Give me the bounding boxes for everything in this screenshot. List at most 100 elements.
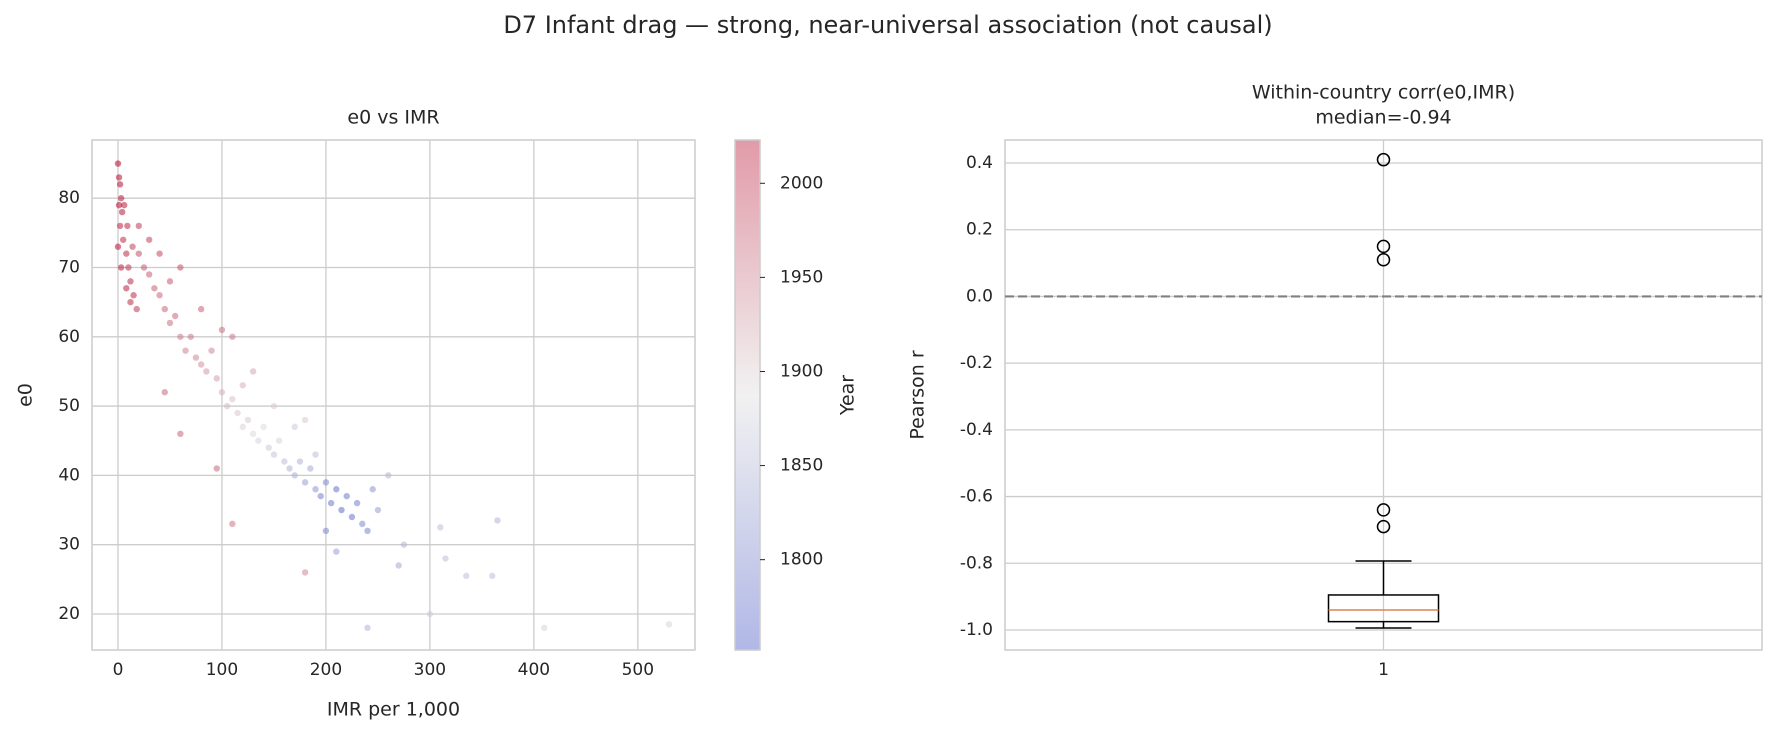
point bbox=[135, 250, 142, 257]
y-tick-label: 60 bbox=[58, 327, 80, 347]
x-tick-label: 400 bbox=[518, 660, 550, 680]
outlier bbox=[1376, 503, 1391, 517]
point bbox=[275, 437, 283, 444]
colorbar-tick-label: 2000 bbox=[780, 173, 823, 193]
outlier bbox=[1376, 252, 1391, 267]
y-tick-label: 20 bbox=[58, 604, 80, 624]
point bbox=[239, 382, 246, 389]
point bbox=[400, 541, 408, 548]
point bbox=[118, 208, 126, 216]
point bbox=[348, 513, 356, 521]
point bbox=[197, 305, 205, 313]
point bbox=[177, 333, 184, 340]
point bbox=[301, 569, 309, 576]
outlier bbox=[1376, 152, 1391, 167]
point bbox=[119, 236, 127, 243]
point bbox=[265, 444, 272, 451]
point bbox=[192, 354, 200, 361]
point bbox=[213, 375, 220, 382]
y-axis-label: Pearson r bbox=[907, 350, 929, 440]
point bbox=[312, 486, 319, 493]
axes-frame bbox=[91, 139, 696, 651]
point bbox=[133, 305, 140, 313]
x-tick-label: 0 bbox=[113, 660, 124, 680]
point bbox=[286, 465, 293, 472]
point bbox=[121, 201, 128, 209]
point bbox=[140, 264, 148, 271]
y-tick-label: -0.4 bbox=[960, 420, 993, 440]
y-tick-label: 0.4 bbox=[966, 153, 993, 173]
point bbox=[374, 506, 382, 514]
point bbox=[333, 486, 340, 493]
point bbox=[301, 479, 309, 486]
point bbox=[156, 250, 163, 257]
point bbox=[177, 430, 184, 438]
y-tick-label: -0.6 bbox=[960, 487, 993, 507]
point bbox=[127, 278, 134, 285]
point bbox=[115, 174, 123, 181]
point bbox=[203, 368, 210, 375]
x-axis-label: IMR per 1,000 bbox=[327, 699, 460, 721]
colorbar bbox=[734, 139, 761, 651]
point bbox=[541, 624, 548, 632]
point bbox=[125, 264, 132, 271]
point bbox=[239, 423, 246, 431]
point bbox=[489, 572, 496, 580]
point bbox=[135, 222, 142, 230]
point bbox=[281, 458, 288, 465]
point bbox=[270, 402, 278, 410]
point bbox=[364, 527, 371, 535]
y-tick-label: 80 bbox=[58, 188, 80, 208]
point bbox=[115, 201, 123, 209]
point bbox=[322, 479, 330, 486]
point bbox=[197, 361, 205, 368]
box bbox=[1327, 594, 1440, 623]
y-axis-label: e0 bbox=[15, 383, 37, 407]
point bbox=[218, 326, 226, 334]
axes-frame bbox=[1004, 139, 1763, 651]
point bbox=[322, 527, 330, 535]
point bbox=[187, 333, 194, 340]
y-tick-label: 30 bbox=[58, 535, 80, 555]
point bbox=[338, 506, 345, 514]
point bbox=[166, 319, 174, 327]
point bbox=[182, 347, 189, 354]
point bbox=[359, 520, 366, 528]
point bbox=[260, 423, 267, 431]
point bbox=[177, 264, 184, 271]
y-tick-label: 0.2 bbox=[966, 220, 993, 240]
point bbox=[665, 621, 673, 628]
point bbox=[255, 437, 262, 444]
colorbar-tick-label: 1800 bbox=[780, 550, 823, 570]
chart-title: Within-country corr(e0,IMR) bbox=[1252, 82, 1515, 104]
point bbox=[249, 430, 257, 438]
point bbox=[145, 236, 153, 243]
point bbox=[301, 416, 309, 424]
point bbox=[364, 624, 371, 632]
point bbox=[156, 292, 163, 299]
y-tick-label: 50 bbox=[58, 396, 80, 416]
point bbox=[312, 451, 319, 458]
point bbox=[463, 572, 470, 580]
y-tick-label: -1.0 bbox=[960, 620, 993, 640]
point bbox=[116, 181, 124, 188]
point bbox=[161, 389, 168, 396]
point bbox=[307, 465, 314, 472]
point bbox=[130, 292, 137, 299]
y-tick-label: 70 bbox=[58, 258, 80, 278]
point bbox=[123, 285, 130, 292]
point bbox=[249, 368, 257, 375]
point bbox=[229, 520, 236, 528]
point bbox=[395, 562, 402, 569]
point bbox=[123, 250, 130, 257]
x-tick-label: 500 bbox=[622, 660, 654, 680]
colorbar-tick-label: 1900 bbox=[780, 361, 823, 381]
point bbox=[296, 458, 304, 465]
point bbox=[234, 409, 241, 417]
point bbox=[317, 492, 324, 500]
point bbox=[229, 333, 236, 340]
point bbox=[151, 285, 158, 292]
y-tick-label: 0.0 bbox=[966, 286, 993, 306]
y-tick-label: -0.8 bbox=[960, 553, 993, 573]
